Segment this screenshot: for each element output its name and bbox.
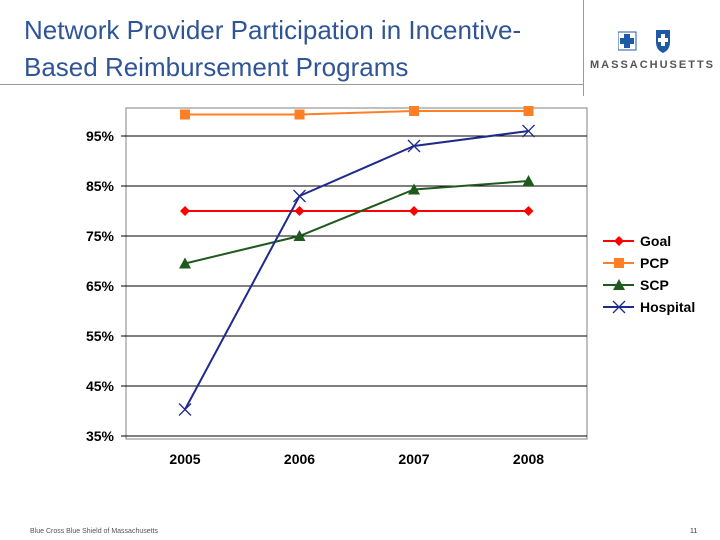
data-point <box>523 206 534 216</box>
data-point <box>407 139 421 153</box>
data-point <box>409 106 419 116</box>
legend-label: Hospital <box>640 299 695 315</box>
series-line <box>184 130 529 410</box>
data-point <box>178 403 192 416</box>
series-line <box>184 180 529 265</box>
data-point <box>180 206 190 216</box>
legend-swatch-marker <box>614 258 624 268</box>
y-tick-label: 55% <box>86 328 115 344</box>
legend-label: PCP <box>640 255 669 271</box>
y-tick-label: 85% <box>86 178 115 194</box>
x-tick-label: 2006 <box>284 451 315 467</box>
legend-swatch-marker <box>613 279 625 290</box>
data-point <box>522 175 535 186</box>
y-tick-label: 75% <box>86 228 115 244</box>
data-point <box>523 106 534 116</box>
x-tick-label: 2007 <box>398 451 429 467</box>
y-tick-label: 65% <box>86 278 115 294</box>
series-pcp <box>180 106 534 120</box>
data-point <box>293 189 306 203</box>
data-point <box>293 230 306 241</box>
footer-copyright: Blue Cross Blue Shield of Massachusetts <box>30 528 159 535</box>
x-tick-label: 2008 <box>513 451 544 467</box>
logo-wordmark: MASSACHUSETTS <box>590 59 716 71</box>
data-point <box>179 257 191 269</box>
legend-swatch-marker <box>614 236 624 246</box>
data-point <box>294 109 305 120</box>
plot-area <box>125 107 588 440</box>
data-point <box>408 183 420 195</box>
slide-title: Network Provider Participation in Incent… <box>24 15 522 82</box>
legend-swatch-marker <box>612 300 626 314</box>
y-tick-label: 35% <box>86 428 115 444</box>
series-line <box>185 110 529 116</box>
x-tick-label: 2005 <box>169 451 200 467</box>
legend-label: Goal <box>640 233 671 249</box>
page-number: 11 <box>690 528 698 535</box>
legend-label: SCP <box>640 277 669 293</box>
data-point <box>180 109 190 120</box>
series-goal <box>180 206 534 216</box>
data-point <box>522 124 535 138</box>
header-divider-horizontal <box>0 84 584 85</box>
y-tick-label: 45% <box>86 378 115 394</box>
series-hospital <box>178 124 535 416</box>
data-point <box>409 206 419 216</box>
legend-box <box>595 229 714 321</box>
header-divider-vertical <box>583 0 584 96</box>
y-tick-label: 95% <box>86 128 115 144</box>
data-point <box>294 206 305 216</box>
bcbs-logo-icon <box>618 30 670 53</box>
series-scp <box>179 175 535 269</box>
